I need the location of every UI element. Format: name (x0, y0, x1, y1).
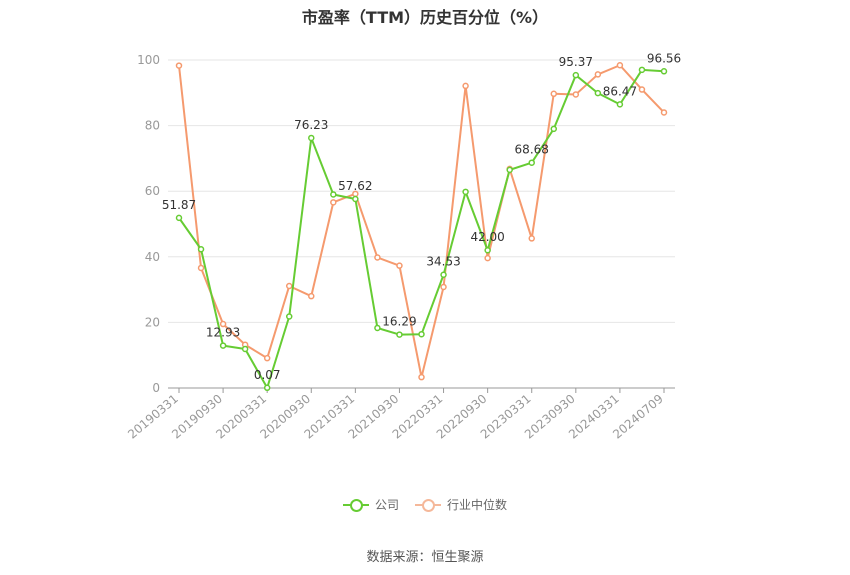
legend-item-company[interactable]: 公司 (342, 496, 399, 513)
company-data-label: 68.68 (515, 143, 549, 157)
industry-series-line (178, 64, 665, 379)
company-data-point (330, 191, 337, 198)
company-data-point (308, 134, 315, 142)
legend-item-industry[interactable]: 行业中位数 (415, 496, 507, 513)
company-data-label: 95.37 (559, 55, 593, 69)
industry-data-point (308, 292, 315, 300)
company-data-point (241, 345, 249, 353)
y-tick-label: 80 (145, 119, 160, 133)
legend-company-label: 公司 (374, 498, 399, 512)
company-data-label: 76.23 (294, 118, 328, 132)
company-data-point (528, 159, 535, 166)
company-data-label: 86.47 (603, 84, 637, 98)
industry-data-point (660, 109, 668, 116)
chart-title: 市盈率（TTM）历史百分位（%） (301, 8, 549, 27)
legend: 公司 行业中位数 (0, 496, 850, 513)
industry-data-point (484, 254, 491, 262)
industry-data-point (550, 90, 558, 98)
legend-industry-marker-icon (415, 498, 441, 512)
industry-data-point (374, 254, 381, 261)
company-data-label: 51.87 (162, 198, 196, 212)
industry-data-point (528, 235, 535, 242)
industry-data-point (572, 91, 580, 98)
industry-data-point (175, 62, 183, 69)
company-data-point (418, 330, 425, 338)
y-tick-label: 20 (145, 315, 160, 329)
industry-data-point (396, 262, 403, 269)
y-tick-label: 60 (145, 184, 160, 198)
company-data-point (550, 125, 558, 133)
industry-data-point (219, 320, 227, 328)
industry-data-point (594, 71, 602, 78)
industry-data-point (418, 373, 425, 381)
industry-data-point (616, 61, 624, 69)
y-tick-label: 100 (137, 53, 160, 67)
industry-data-point (462, 82, 469, 90)
legend-company-marker-icon (342, 498, 369, 512)
company-data-label: 12.93 (206, 326, 240, 340)
company-data-point (219, 342, 227, 349)
industry-data-point (440, 283, 447, 291)
company-data-point (263, 384, 271, 392)
company-data-point (506, 166, 513, 174)
company-data-label: 0.07 (254, 368, 281, 382)
industry-data-point (330, 199, 337, 206)
company-data-point (352, 195, 359, 203)
company-data-point (285, 313, 293, 320)
company-data-label: 57.62 (338, 179, 372, 193)
company-data-point (660, 68, 668, 75)
company-data-point (638, 66, 646, 74)
source-note: 数据来源：恒生聚源 (366, 550, 484, 565)
company-data-label: 16.29 (382, 315, 416, 329)
y-tick-label: 40 (145, 250, 160, 264)
company-data-point (396, 331, 403, 338)
industry-data-point (197, 264, 205, 272)
company-data-point (374, 324, 381, 332)
company-data-label: 42.00 (470, 230, 504, 244)
company-series-line (178, 68, 665, 389)
company-data-point (616, 101, 624, 108)
company-data-point (484, 246, 491, 254)
company-data-label: 34.53 (426, 255, 460, 269)
company-data-point (462, 188, 469, 196)
company-data-point (594, 89, 602, 97)
y-tick-label: 0 (152, 381, 160, 395)
industry-data-point (638, 86, 646, 93)
industry-data-point (263, 354, 271, 362)
legend-industry-label: 行业中位数 (447, 498, 508, 512)
company-data-point (197, 246, 205, 253)
company-data-point (175, 214, 183, 222)
industry-data-point (285, 282, 293, 290)
company-data-point (440, 271, 447, 278)
company-data-point (572, 71, 580, 79)
company-data-label: 96.56 (647, 51, 681, 65)
